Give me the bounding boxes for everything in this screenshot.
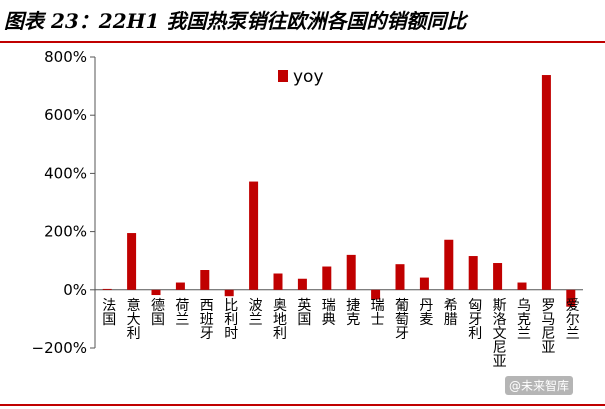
footer-rule xyxy=(0,404,605,406)
bar xyxy=(224,289,234,297)
bar-chart: −200% 0% 200% 400% 600% 800% 法国意大利德国荷兰西班牙比利时波… xyxy=(32,48,583,370)
x-tick-label: 西班牙 xyxy=(200,298,214,342)
x-tick-label: 葡萄牙 xyxy=(395,298,409,342)
bar xyxy=(468,256,478,290)
bar xyxy=(249,181,259,290)
x-tick-label: 奥地利 xyxy=(273,297,287,342)
y-tick-label: 0% xyxy=(63,281,87,299)
x-tick-label: 波兰 xyxy=(249,298,263,328)
x-tick-label: 爱尔兰 xyxy=(566,298,580,342)
x-tick-label: 比利时 xyxy=(224,298,238,342)
y-tick-label: 400% xyxy=(44,164,87,182)
y-tick-label: 800% xyxy=(44,48,87,66)
y-tick-label: 200% xyxy=(44,223,87,241)
x-tick-label: 法国 xyxy=(102,298,116,328)
x-tick-label: 瑞士 xyxy=(371,298,385,328)
x-tick-label: 荷兰 xyxy=(175,298,189,328)
x-tick-label: 希腊 xyxy=(444,298,458,328)
x-tick-label: 罗马尼亚 xyxy=(541,298,555,356)
x-tick-label: 匈牙利 xyxy=(468,298,482,342)
bar xyxy=(322,266,332,290)
bar xyxy=(419,277,429,290)
bar xyxy=(175,282,185,290)
x-tick-label: 德国 xyxy=(151,298,165,328)
watermark: @未来智库 xyxy=(505,376,574,395)
y-tick-label: 600% xyxy=(44,106,87,124)
bar xyxy=(395,264,405,290)
bar xyxy=(102,288,112,290)
bar xyxy=(273,273,283,290)
bar xyxy=(444,239,454,290)
x-tick-label: 丹麦 xyxy=(419,298,433,328)
legend: yoy xyxy=(278,67,324,87)
title-rule xyxy=(0,41,605,43)
x-tick-label: 英国 xyxy=(297,297,311,328)
bar xyxy=(541,75,551,290)
bar xyxy=(127,233,137,290)
bar xyxy=(346,254,356,290)
x-tick-label: 意大利 xyxy=(127,297,141,342)
chart-title: 图表 23：22H1 我国热泵销往欧洲各国的销额同比 xyxy=(4,9,467,33)
x-tick-label: 乌克兰 xyxy=(517,298,531,342)
legend-label: yoy xyxy=(293,67,324,87)
bar xyxy=(200,270,210,290)
bars xyxy=(102,75,576,307)
legend-swatch xyxy=(278,70,288,82)
x-axis-labels: 法国意大利德国荷兰西班牙比利时波兰奥地利英国瑞典捷克瑞士葡萄牙丹麦希腊匈牙利斯洛… xyxy=(102,297,580,370)
x-tick-label: 捷克 xyxy=(346,298,360,328)
bar xyxy=(297,278,307,290)
x-tick-label: 斯洛文尼亚 xyxy=(493,298,507,370)
bar xyxy=(493,263,503,290)
bar xyxy=(517,282,527,290)
bar xyxy=(371,289,381,300)
x-tick-label: 瑞典 xyxy=(322,298,336,328)
bar xyxy=(151,289,161,296)
y-tick-label: −200% xyxy=(32,339,87,357)
bar xyxy=(566,289,576,307)
